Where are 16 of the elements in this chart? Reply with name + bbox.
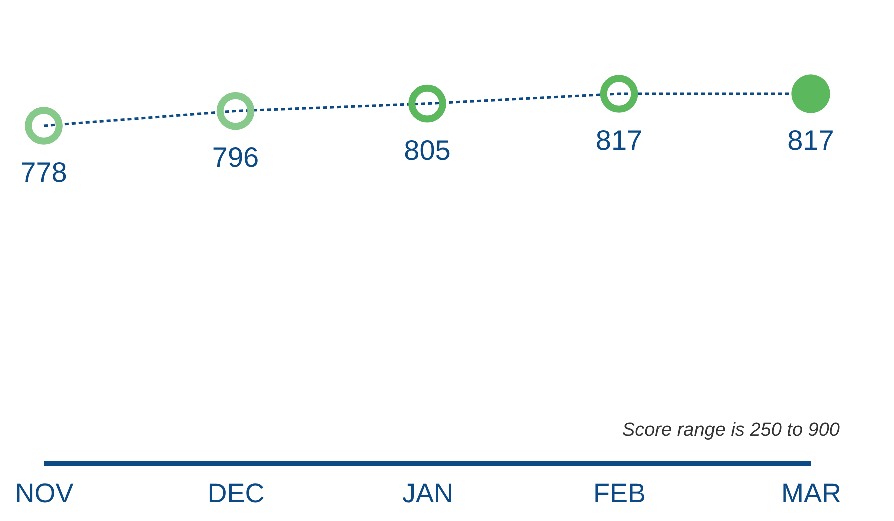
x-tick-label: FEB <box>593 478 646 508</box>
text: Score range is 250 to 900 <box>622 420 840 441</box>
point <box>408 84 446 123</box>
x-tick-label: JAN <box>402 478 454 508</box>
point <box>792 74 830 114</box>
data-label: 805 <box>404 134 451 166</box>
point <box>600 75 638 113</box>
data-label: 796 <box>212 142 260 174</box>
point <box>216 92 255 130</box>
x-tick-label: NOV <box>15 478 74 508</box>
data-label: 817 <box>788 125 834 156</box>
data-label: 817 <box>596 125 643 156</box>
point <box>25 107 63 145</box>
x-tick-label: MAR <box>782 478 842 508</box>
x-tick-label: DEC <box>208 478 265 508</box>
data-label: 778 <box>20 157 68 188</box>
